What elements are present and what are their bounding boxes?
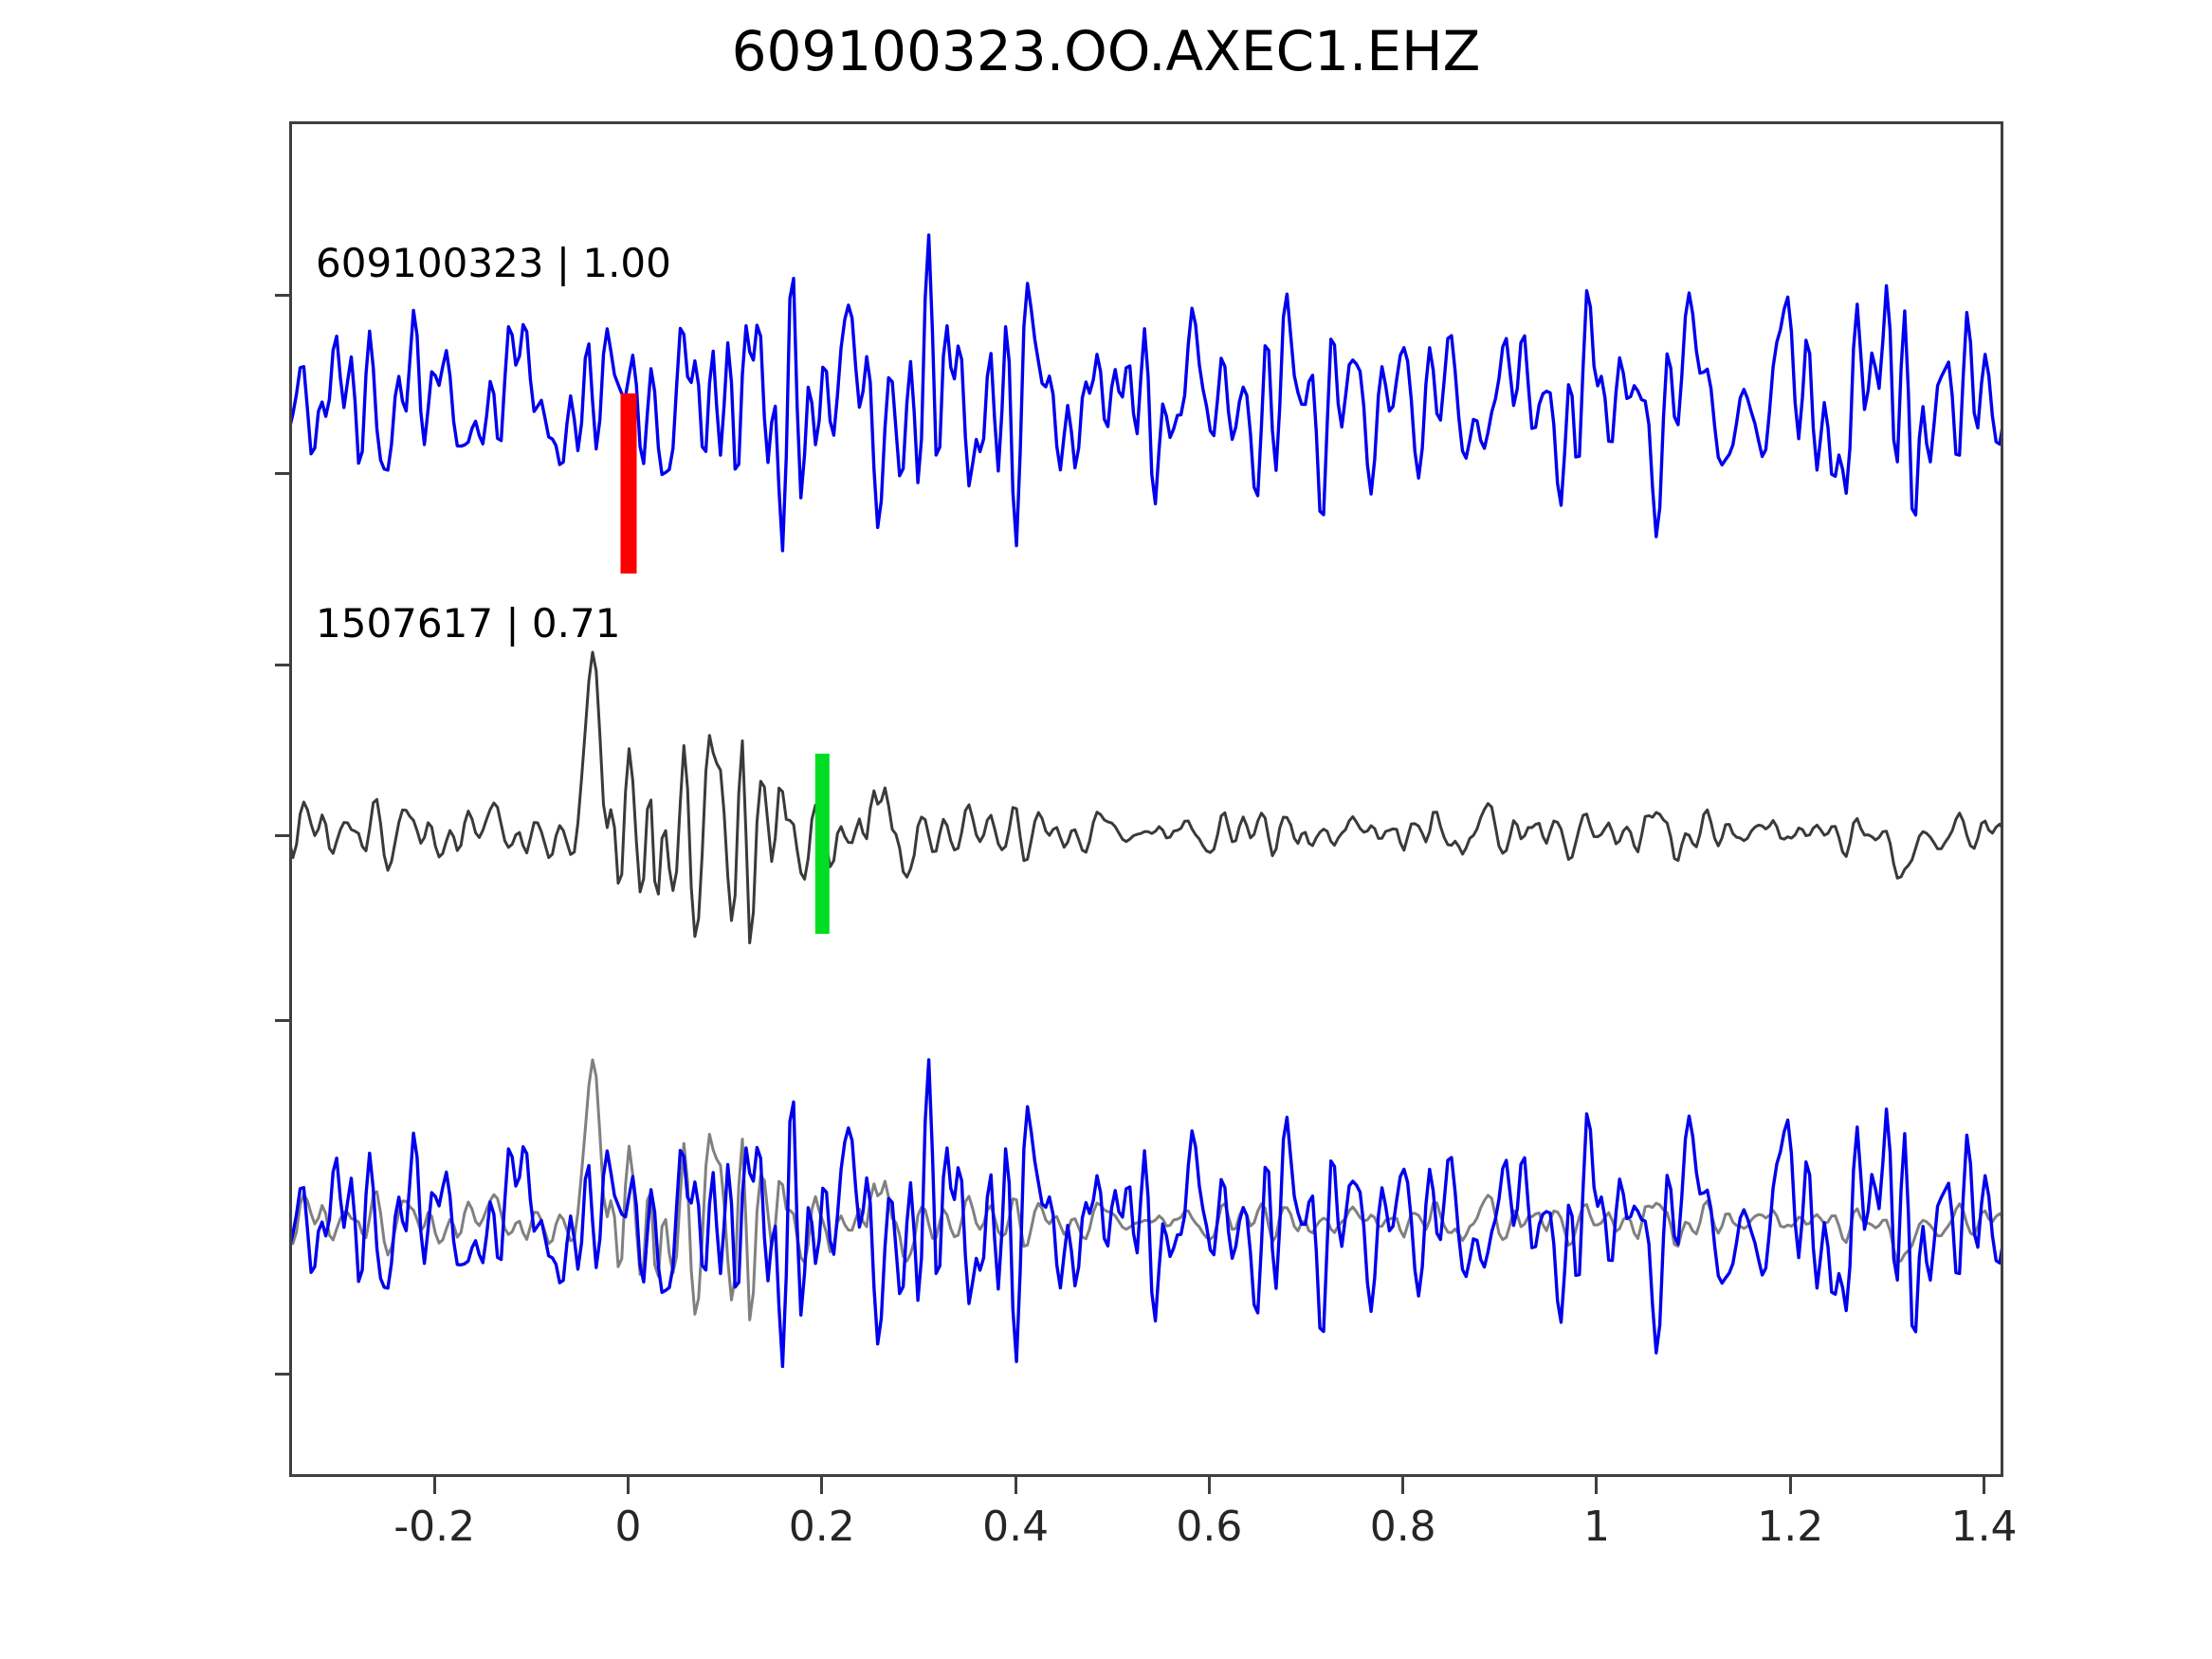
- x-axis-tick-label: 0.8: [1369, 1503, 1436, 1551]
- waveform-overlay-template: [289, 1058, 2003, 1369]
- x-axis-tick-label: 1.2: [1757, 1503, 1824, 1551]
- y-axis-tick-mark: [275, 1373, 292, 1376]
- y-axis-tick-mark: [275, 294, 292, 297]
- x-axis-tick-mark: [1983, 1477, 1986, 1494]
- y-axis-tick-mark: [275, 1019, 292, 1022]
- x-axis-tick-mark: [820, 1477, 824, 1494]
- waveform-canvas: [289, 233, 2003, 1369]
- x-axis-tick-mark: [1401, 1477, 1405, 1494]
- x-axis-tick-label: -0.2: [393, 1503, 476, 1551]
- x-axis-tick-label: 0.4: [982, 1503, 1050, 1551]
- y-axis-tick-mark: [275, 664, 292, 666]
- x-axis-tick-label: 1: [1582, 1503, 1610, 1551]
- x-axis-tick-label: 1.4: [1950, 1503, 2018, 1551]
- plot-area: 609100323 | 1.00 1507617 | 0.71 -0.2 0 0.2…: [275, 121, 2018, 1551]
- x-axis-tick-mark: [1207, 1477, 1211, 1494]
- trace-group-detection: [289, 650, 2003, 945]
- pick-marker-red-icon: [620, 393, 637, 574]
- x-axis-tick-label: 0.6: [1176, 1503, 1243, 1551]
- x-axis-tick-label: 0: [614, 1503, 642, 1551]
- trace-group-template: [289, 233, 2003, 553]
- x-axis-tick-mark: [1788, 1477, 1792, 1494]
- trace-group-overlay: [289, 1058, 2003, 1369]
- x-axis-tick-mark: [432, 1477, 436, 1494]
- y-axis-tick-mark: [275, 834, 292, 837]
- pick-marker-green-icon: [814, 754, 830, 934]
- trace-label-detection: 1507617 | 0.71: [316, 600, 621, 647]
- trace-label-template: 609100323 | 1.00: [316, 240, 671, 286]
- x-axis-tick-label: 0.2: [788, 1503, 855, 1551]
- x-axis-tick-mark: [627, 1477, 630, 1494]
- x-axis-tick-mark: [1595, 1477, 1599, 1494]
- x-axis-tick-mark: [1014, 1477, 1017, 1494]
- waveform-trace-detection: [289, 650, 2003, 945]
- waveform-trace-template: [289, 233, 2003, 553]
- y-axis-tick-mark: [275, 472, 292, 475]
- page-title: 609100323.OO.AXEC1.EHZ: [731, 19, 1481, 83]
